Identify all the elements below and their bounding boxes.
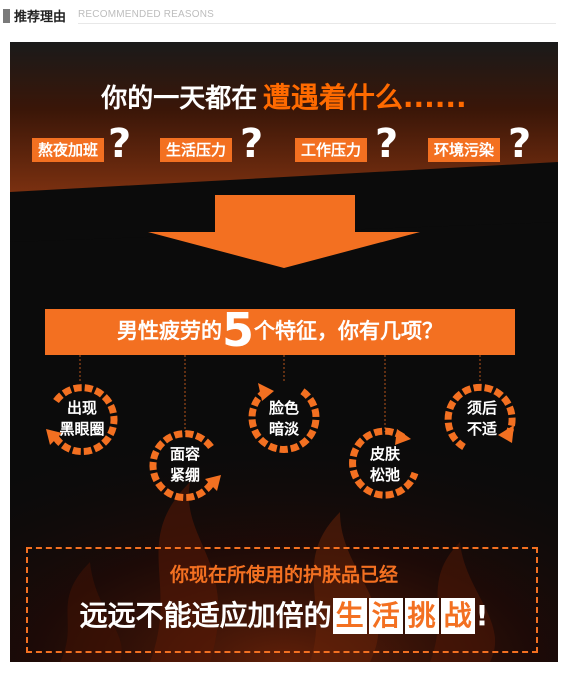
question-mark-icon: ?	[375, 121, 399, 167]
tag-label: 熬夜加班	[32, 138, 105, 162]
feature-line1: 皮肤	[369, 445, 400, 463]
feature-dull-complexion: 脸色 暗淡	[244, 379, 324, 459]
section-subtitle: RECOMMENDED REASONS	[78, 9, 215, 20]
conclusion-line1: 你现在所使用的护肤品已经	[169, 564, 398, 586]
section-header: 推荐理由 RECOMMENDED REASONS	[0, 0, 568, 30]
feature-line1: 脸色	[268, 399, 299, 417]
banner-text-before: 男性疲劳的	[116, 319, 222, 343]
feature-loose-skin: 皮肤 松弛	[345, 425, 425, 505]
headline-part1: 你的一天都在	[101, 84, 258, 114]
header-divider	[78, 23, 556, 24]
feature-line1: 面容	[169, 445, 200, 463]
cycle-arrow-icon	[46, 384, 118, 456]
feature-line2: 松弛	[369, 466, 400, 484]
promo-poster: 你的一天都在 遭遇着什么...... 熬夜加班 ? 生活压力 ? 工作压力 ? …	[10, 42, 558, 662]
tag-label: 环境污染	[428, 138, 501, 162]
features-banner	[45, 309, 515, 355]
question-mark-icon: ?	[240, 121, 264, 167]
highlight-char: 挑	[404, 598, 439, 634]
feature-dark-circles: 出现 黑眼圈	[42, 379, 122, 459]
feature-line2: 紧绷	[169, 466, 200, 484]
headline-part2: 遭遇着什么......	[262, 81, 467, 114]
cycle-arrow-icon	[444, 383, 516, 451]
section-title: 推荐理由	[14, 10, 67, 25]
conclusion-line2: 远远不能适应加倍的生活挑战!	[10, 594, 558, 634]
banner-number: 5	[221, 303, 254, 357]
header-accent-bar	[3, 9, 10, 23]
cycle-arrow-icon	[349, 427, 419, 499]
feature-line1: 出现	[66, 399, 97, 417]
feature-line2: 不适	[466, 420, 497, 438]
highlight-char: 活	[368, 598, 403, 634]
features-banner-text: 男性疲劳的5个特征，你有几项？	[45, 304, 515, 356]
question-mark-icon: ?	[508, 121, 532, 167]
exclamation-mark: !	[475, 599, 489, 632]
tag-label: 工作压力	[295, 138, 368, 162]
feature-tight-face: 面容 紧绷	[145, 425, 225, 505]
feature-line2: 暗淡	[268, 420, 299, 438]
feature-line2: 黑眼圈	[59, 420, 105, 438]
banner-text-after: 个特征，你有几项？	[254, 319, 443, 343]
tag-label: 生活压力	[160, 138, 233, 162]
highlight-char: 生	[332, 598, 367, 634]
cycle-arrow-icon	[149, 430, 221, 502]
cycle-arrow-icon	[248, 383, 320, 453]
down-arrow	[148, 195, 420, 268]
highlight-char: 战	[440, 598, 475, 634]
question-mark-icon: ?	[108, 121, 132, 167]
conclusion-plain-text: 远远不能适应加倍的	[79, 599, 332, 632]
headline: 你的一天都在 遭遇着什么......	[10, 76, 558, 116]
conclusion-box	[26, 547, 538, 653]
feature-post-shave-discomfort: 须后 不适	[442, 379, 522, 459]
feature-line1: 须后	[466, 399, 497, 417]
